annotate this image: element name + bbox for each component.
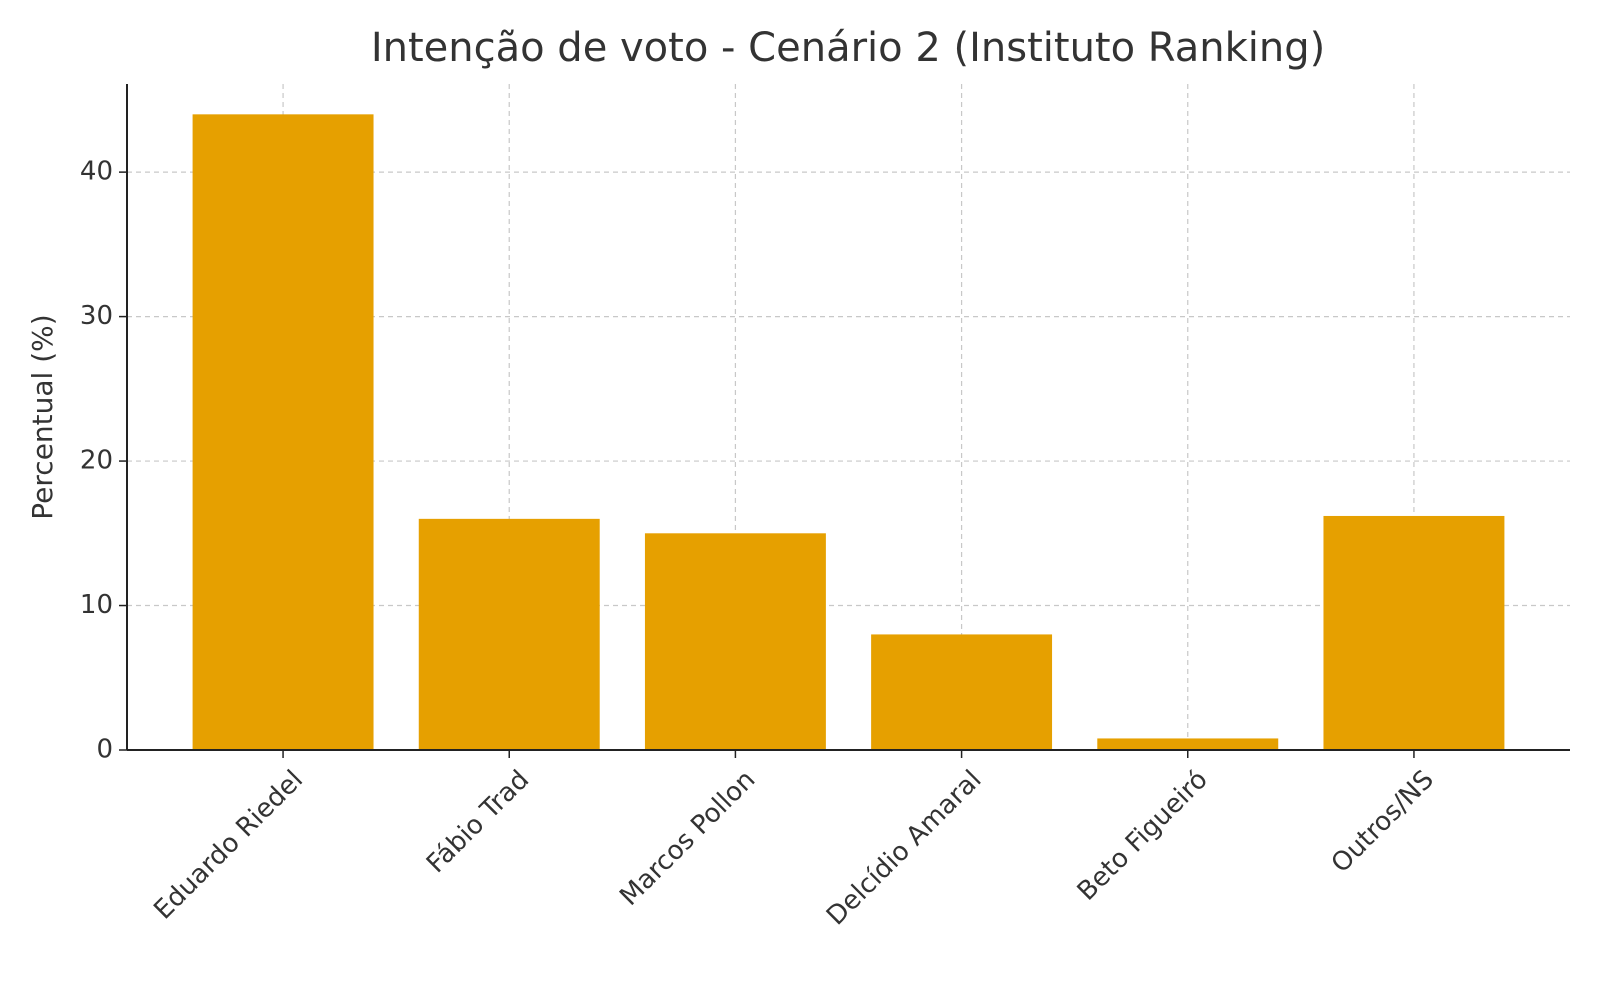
bar [1097,738,1279,750]
bar [871,634,1053,750]
x-tick-label: Fábio Trad [421,765,535,879]
bar [644,533,826,750]
x-tick-label: Marcos Pollon [614,765,761,912]
bar [192,114,374,751]
bar [1323,515,1505,750]
y-tick-label: 30 [80,301,113,331]
y-tick-label: 40 [80,157,113,187]
y-tick-label: 10 [80,590,113,620]
bar [418,518,600,750]
y-axis-label: Percentual (%) [26,314,59,519]
x-tick-label: Beto Figueiró [1072,765,1214,907]
y-tick-label: 0 [96,735,113,765]
x-tick-label: Delcídio Amaral [821,765,988,932]
chart-title: Intenção de voto - Cenário 2 (Instituto … [371,25,1325,71]
x-tick-label: Eduardo Riedel [148,765,309,926]
x-tick-label: Outros/NS [1326,765,1440,879]
y-tick-label: 20 [80,446,113,476]
